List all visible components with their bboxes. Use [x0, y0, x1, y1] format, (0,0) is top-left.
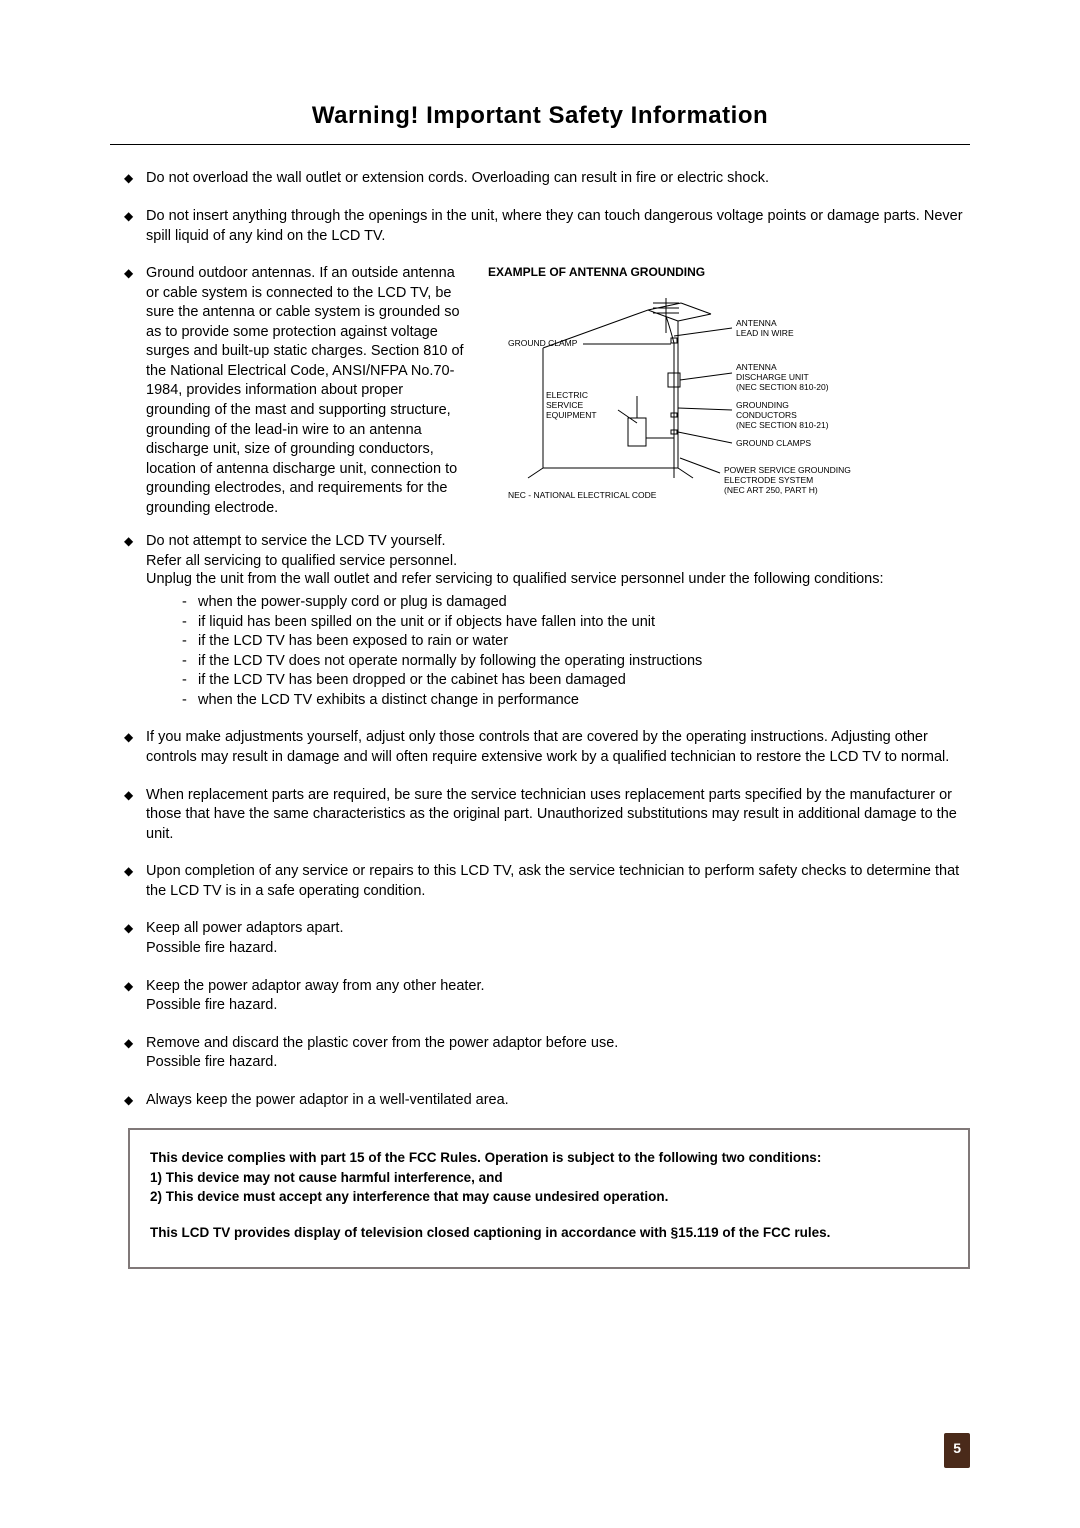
fcc-line-1: This device complies with part 15 of the…	[150, 1150, 821, 1165]
fcc-line-4: This LCD TV provides display of televisi…	[150, 1223, 948, 1243]
fcc-line-2: 1) This device may not cause harmful int…	[150, 1170, 503, 1185]
bullet-line-1: Keep the power adaptor away from any oth…	[146, 978, 485, 994]
label-ground-clamp: GROUND CLAMP	[508, 338, 578, 348]
fcc-line-3: 2) This device must accept any interfere…	[150, 1189, 668, 1204]
label-nec-note: NEC - NATIONAL ELECTRICAL CODE	[508, 490, 657, 500]
bullet-item: Upon completion of any service or repair…	[128, 862, 970, 901]
bullet-item: Do not attempt to service the LCD TV you…	[128, 532, 468, 571]
label-antenna-lead-1: ANTENNA	[736, 318, 777, 328]
bullet-item: Remove and discard the plastic cover fro…	[128, 1034, 970, 1073]
bullet-item: Keep all power adaptors apart. Possible …	[128, 919, 970, 958]
title-underline	[110, 144, 970, 145]
bullet-line-2: Possible fire hazard.	[146, 997, 277, 1013]
label-electric-service-2: SERVICE	[546, 400, 583, 410]
bullet-item: Do not insert anything through the openi…	[128, 207, 970, 246]
bullet-line-2: Possible fire hazard.	[146, 1054, 277, 1070]
bullet-item: Do not overload the wall outlet or exten…	[128, 169, 970, 189]
fcc-compliance-box: This device complies with part 15 of the…	[128, 1128, 970, 1268]
dash-item: if the LCD TV does not operate normally …	[182, 652, 970, 672]
label-power-service-2: ELECTRODE SYSTEM	[724, 475, 813, 485]
page-number-badge: 5	[944, 1433, 970, 1468]
two-column-block: Ground outdoor antennas. If an outside a…	[128, 264, 970, 571]
label-antenna-discharge-3: (NEC SECTION 810-20)	[736, 382, 829, 392]
bullet-item: If you make adjustments yourself, adjust…	[128, 728, 970, 767]
label-power-service-3: (NEC ART 250, PART H)	[724, 485, 818, 495]
label-antenna-lead-2: LEAD IN WIRE	[736, 328, 794, 338]
page-title: Warning! Important Safety Information	[110, 100, 970, 132]
label-power-service-1: POWER SERVICE GROUNDING	[724, 465, 851, 475]
dash-sublist: when the power-supply cord or plug is da…	[146, 593, 970, 710]
label-grounding-cond-3: (NEC SECTION 810-21)	[736, 420, 829, 430]
bullet-list: Do not overload the wall outlet or exten…	[110, 169, 970, 1110]
label-electric-service-3: EQUIPMENT	[546, 410, 597, 420]
label-antenna-discharge-2: DISCHARGE UNIT	[736, 372, 809, 382]
bullet-item: Keep the power adaptor away from any oth…	[128, 977, 970, 1016]
label-grounding-cond-1: GROUNDING	[736, 400, 789, 410]
continuation-text: Unplug the unit from the wall outlet and…	[128, 570, 970, 711]
dash-item: when the power-supply cord or plug is da…	[182, 593, 970, 613]
bullet-item: Ground outdoor antennas. If an outside a…	[128, 264, 468, 518]
label-ground-clamps: GROUND CLAMPS	[736, 438, 811, 448]
b4-continuation: Unplug the unit from the wall outlet and…	[146, 571, 884, 587]
dash-item: when the LCD TV exhibits a distinct chan…	[182, 691, 970, 711]
dash-item: if the LCD TV has been exposed to rain o…	[182, 632, 970, 652]
bullet-line-1: Keep all power adaptors apart.	[146, 920, 344, 936]
diagram-title: EXAMPLE OF ANTENNA GROUNDING	[488, 264, 970, 280]
label-antenna-discharge-1: ANTENNA	[736, 362, 777, 372]
dash-item: if liquid has been spilled on the unit o…	[182, 613, 970, 633]
bullet-item: Always keep the power adaptor in a well-…	[128, 1091, 970, 1111]
bullet-line-1: Remove and discard the plastic cover fro…	[146, 1035, 618, 1051]
bullet-item: When replacement parts are required, be …	[128, 786, 970, 845]
antenna-grounding-diagram: GROUND CLAMP ELECTRIC SERVICE EQUIPMENT …	[488, 288, 958, 508]
label-grounding-cond-2: CONDUCTORS	[736, 410, 797, 420]
bullet-line-2: Possible fire hazard.	[146, 940, 277, 956]
dash-item: if the LCD TV has been dropped or the ca…	[182, 671, 970, 691]
label-electric-service-1: ELECTRIC	[546, 390, 588, 400]
diagram-area: EXAMPLE OF ANTENNA GROUNDING	[488, 264, 970, 515]
